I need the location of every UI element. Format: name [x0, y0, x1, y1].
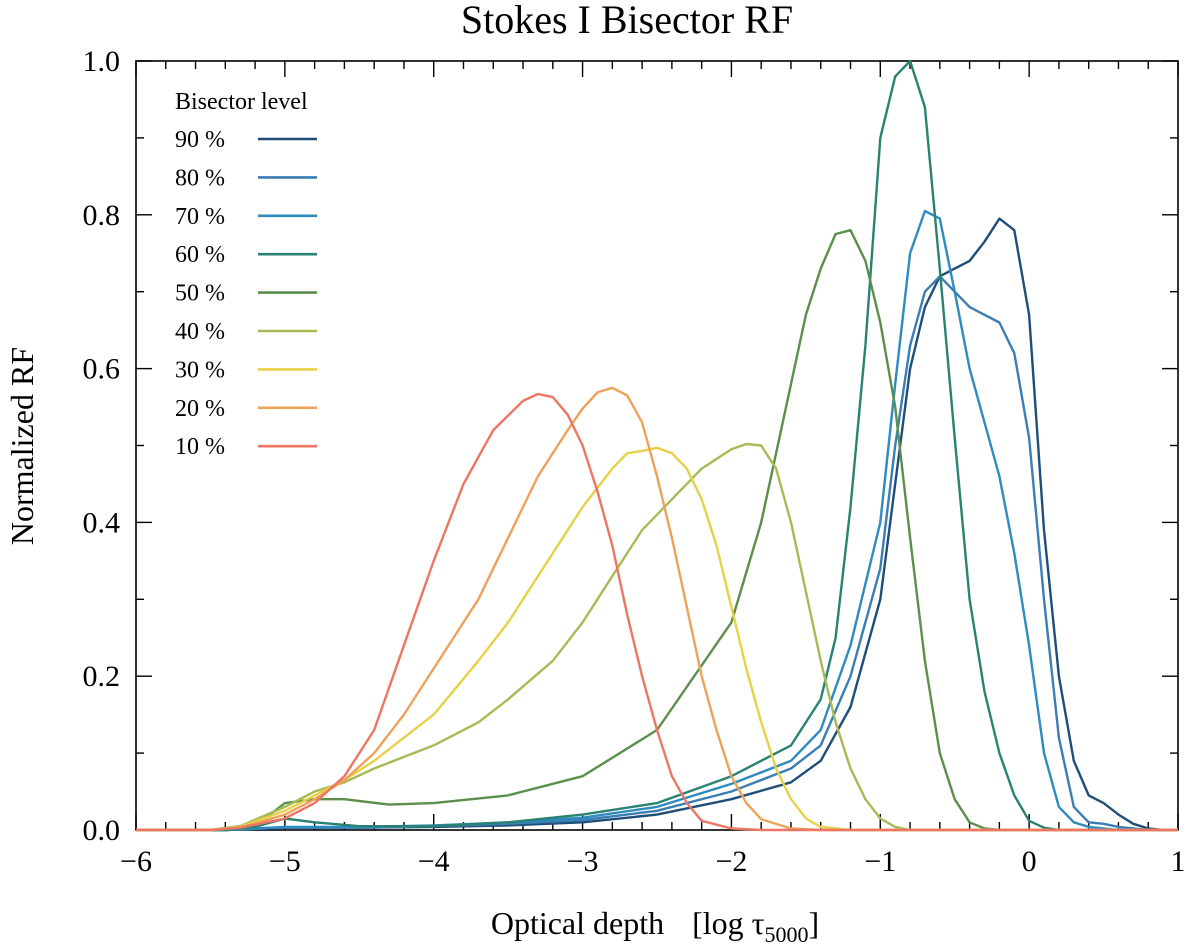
- series-line-70-percent: [136, 209, 1178, 832]
- x-axis-label: Optical depth [log τ5000]: [491, 905, 819, 947]
- legend-label: 80 %: [175, 165, 225, 191]
- legend-label: 30 %: [175, 357, 225, 383]
- legend-label: 20 %: [175, 396, 225, 422]
- y-tick-label: 0.6: [83, 353, 121, 386]
- series-line-40-percent: [136, 442, 1178, 832]
- x-tick-label: −3: [567, 845, 599, 878]
- x-axis-label-unit-subscript: 5000: [765, 922, 809, 947]
- x-tick-label: −2: [715, 845, 747, 878]
- series-line-30-percent: [136, 446, 1178, 832]
- y-tick-label: 1.0: [83, 45, 121, 78]
- series-line-90-percent: [136, 217, 1178, 832]
- x-tick-label: 0: [1022, 845, 1037, 878]
- series-line-80-percent: [136, 275, 1178, 832]
- y-tick-label: 0.8: [83, 199, 121, 232]
- series-line-10-percent: [136, 392, 1178, 832]
- series-lines: [136, 59, 1178, 832]
- x-axis-label-main: Optical depth: [491, 905, 664, 941]
- x-axis-label-unit-suffix: ]: [809, 905, 820, 941]
- legend-label: 70 %: [175, 204, 225, 230]
- legend-title: Bisector level: [175, 89, 308, 115]
- x-tick-label: −1: [864, 845, 896, 878]
- legend-label: 40 %: [175, 319, 225, 345]
- x-axis-label-unit-prefix: [log τ: [692, 905, 765, 941]
- chart-title: Stokes I Bisector RF: [461, 0, 793, 42]
- y-axis-label: Normalized RF: [4, 347, 40, 545]
- legend-label: 90 %: [175, 127, 225, 153]
- legend-label: 60 %: [175, 242, 225, 268]
- y-tick-label: 0.2: [83, 660, 121, 693]
- legend: Bisector level 90 % 80 % 70 % 60 % 50 % 40 % 3…: [175, 89, 317, 460]
- x-tick-label: 1: [1171, 845, 1186, 878]
- series-line-60-percent: [136, 59, 1178, 832]
- axes: −6 −5 −4 −3 −2 −1 0 1 0.0 0.2 0.4 0.6 0.8 1.0: [83, 45, 1186, 878]
- series-line-20-percent: [136, 386, 1178, 832]
- legend-label: 10 %: [175, 434, 225, 460]
- x-tick-label: −4: [418, 845, 450, 878]
- series-line-50-percent: [136, 228, 1178, 832]
- y-tick-label: 0.0: [83, 814, 121, 847]
- legend-label: 50 %: [175, 281, 225, 307]
- y-tick-label: 0.4: [83, 506, 121, 539]
- x-tick-label: −5: [269, 845, 301, 878]
- x-tick-label: −6: [120, 845, 152, 878]
